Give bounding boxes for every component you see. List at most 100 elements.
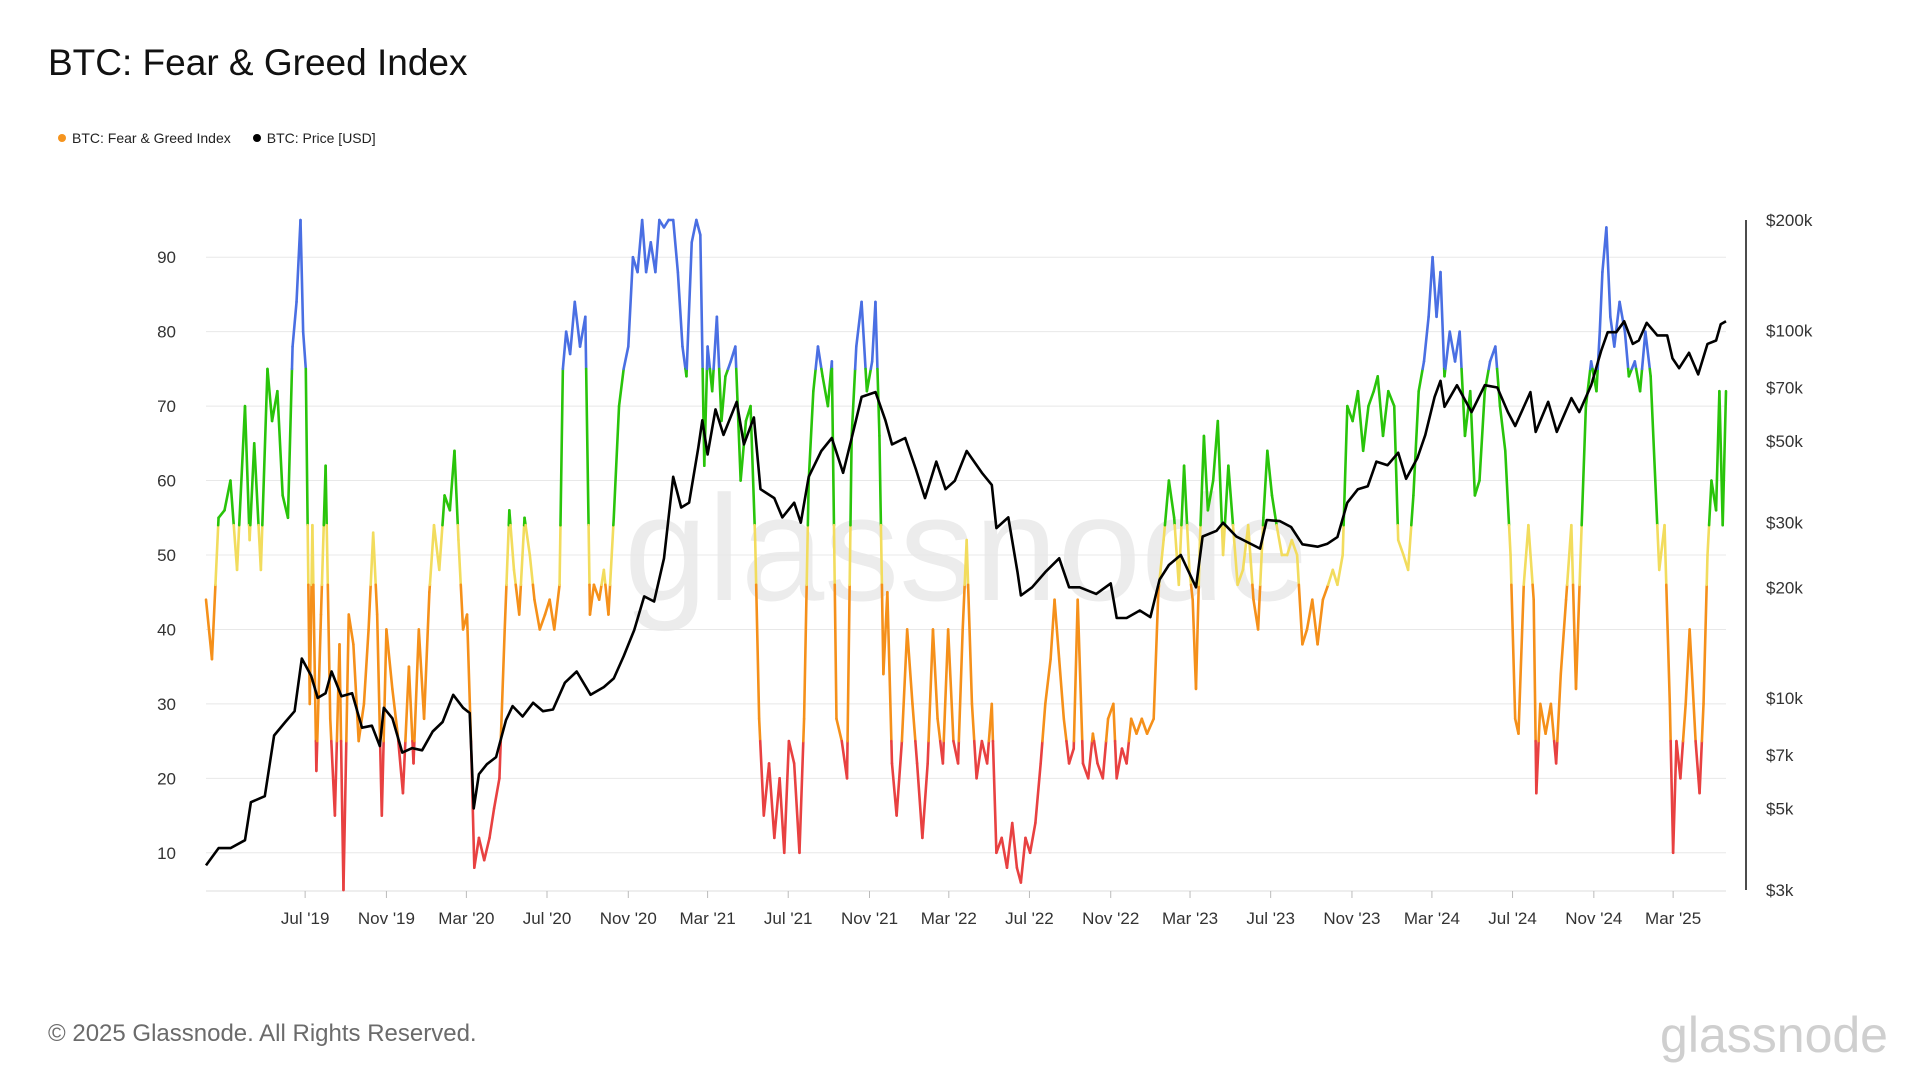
fear-greed-segment (385, 628, 394, 691)
fear-greed-segment (482, 836, 491, 862)
fear-greed-segment (990, 702, 995, 743)
fear-greed-segment (1041, 702, 1047, 743)
fear-greed-segment (1417, 367, 1424, 393)
fear-greed-segment (753, 538, 758, 587)
legend-label-fear-greed: BTC: Fear & Greed Index (72, 130, 231, 146)
fear-greed-segment (798, 739, 805, 855)
fear-greed-segment (1152, 590, 1160, 721)
fear-greed-segment (965, 538, 970, 587)
fear-greed-segment (1613, 300, 1621, 348)
price-line (204, 320, 1727, 867)
fear-greed-segment (252, 442, 260, 527)
fear-greed-segment (975, 739, 984, 780)
fear-greed-segment (1702, 583, 1709, 706)
fear-greed-segment (1216, 419, 1224, 527)
fear-greed-segment (1580, 404, 1588, 527)
fear-greed-segment (375, 613, 382, 743)
fear-greed-segment (1163, 479, 1171, 527)
right-tick-label: $100k (1766, 322, 1813, 341)
fear-greed-segment (956, 739, 961, 765)
fear-greed-segment (509, 523, 516, 572)
fear-greed-segment (1310, 598, 1319, 646)
legend-item-price[interactable]: BTC: Price [USD] (252, 130, 376, 146)
fear-greed-segment (235, 523, 241, 572)
fear-greed-segment (457, 538, 463, 587)
fear-greed-segment (1549, 702, 1556, 743)
fear-greed-segment (259, 523, 264, 572)
fear-greed-segment (1376, 375, 1385, 438)
fear-greed-segment (1000, 836, 1009, 869)
fear-greed-segment (1532, 598, 1537, 743)
fear-greed-segment (927, 628, 935, 743)
right-tick-label: $20k (1766, 578, 1803, 597)
copyright-text: © 2025 Glassnode. All Rights Reserved. (48, 1020, 477, 1047)
fear-greed-segment (1498, 404, 1507, 453)
fear-greed-segment (477, 836, 486, 862)
fear-greed-segment (1028, 821, 1037, 855)
fear-greed-segment (734, 345, 738, 371)
chart-title: BTC: Fear & Greed Index (48, 42, 468, 83)
fear-greed-segment (333, 739, 339, 817)
fear-greed-segment (1321, 583, 1330, 601)
fear-greed-segment (1671, 739, 1678, 855)
fear-greed-segment (767, 762, 776, 840)
fear-greed-segment (608, 523, 615, 587)
fear-greed-segment (658, 218, 666, 229)
fear-greed-segment (850, 367, 857, 438)
fear-greed-segment (492, 777, 501, 810)
fear-greed-segment (533, 598, 542, 631)
fear-greed-segment (1072, 598, 1079, 743)
fear-greed-segment (1140, 717, 1149, 735)
fear-greed-segment (1698, 739, 1704, 795)
left-tick-label: 30 (157, 695, 176, 714)
fear-greed-segment (1127, 717, 1133, 743)
fear-greed-segment (1104, 717, 1110, 743)
fear-greed-segment (921, 762, 929, 840)
fear-greed-segment (1595, 367, 1600, 393)
x-tick-label: Mar '20 (438, 909, 494, 928)
fear-greed-segment (1412, 389, 1420, 497)
left-tick-label: 10 (157, 844, 176, 863)
x-tick-label: Mar '22 (921, 909, 977, 928)
fear-greed-segment (1135, 717, 1144, 735)
fear-greed-segment (1092, 739, 1099, 765)
fear-greed-segment (473, 836, 481, 869)
x-tick-label: Jul '23 (1246, 909, 1295, 928)
fear-greed-segment (787, 739, 796, 765)
fear-greed-segment (636, 218, 644, 274)
right-tick-label: $50k (1766, 432, 1803, 451)
fear-greed-segment (879, 523, 884, 587)
fear-greed-segment (995, 836, 1003, 855)
fear-greed-segment (1638, 367, 1644, 393)
fear-greed-segment (266, 367, 274, 423)
fear-greed-segment (407, 665, 414, 743)
x-tick-label: Nov '23 (1323, 909, 1380, 928)
fear-greed-segment (401, 739, 407, 795)
fear-greed-segment (926, 739, 930, 765)
fear-greed-segment (1392, 404, 1400, 527)
fear-greed-segment (441, 494, 446, 527)
fear-greed-segment (734, 367, 742, 482)
fear-greed-segment (1005, 821, 1014, 869)
fear-greed-segment (325, 523, 330, 587)
fear-greed-segment (508, 509, 512, 527)
fear-greed-segment (617, 367, 625, 408)
fear-greed-segment (1427, 255, 1434, 319)
fear-greed-segment (1162, 523, 1167, 542)
fear-greed-segment (1341, 523, 1345, 557)
fear-greed-segment (758, 739, 766, 817)
fear-greed-segment (312, 583, 318, 743)
legend-item-fear-greed[interactable]: BTC: Fear & Greed Index (58, 130, 231, 146)
fear-greed-segment (498, 739, 503, 780)
fear-greed-segment (204, 598, 214, 661)
right-tick-label: $7k (1766, 746, 1794, 765)
fear-greed-segment (597, 583, 603, 601)
fear-greed-segment (1367, 389, 1376, 408)
fear-greed-segment (1535, 739, 1540, 795)
fear-greed-segment (1531, 583, 1535, 601)
fear-greed-segment (1080, 739, 1085, 765)
fear-greed-segment (299, 218, 305, 333)
fear-greed-segment (1665, 583, 1672, 706)
x-tick-label: Jul '24 (1488, 909, 1537, 928)
fear-greed-segment (773, 777, 781, 840)
